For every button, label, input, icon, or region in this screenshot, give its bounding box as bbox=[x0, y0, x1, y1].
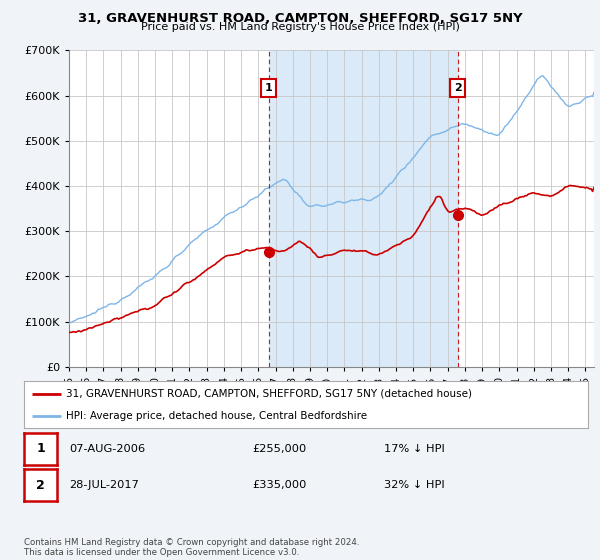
Text: 1: 1 bbox=[36, 442, 45, 455]
Text: Contains HM Land Registry data © Crown copyright and database right 2024.
This d: Contains HM Land Registry data © Crown c… bbox=[24, 538, 359, 557]
Text: Price paid vs. HM Land Registry's House Price Index (HPI): Price paid vs. HM Land Registry's House … bbox=[140, 22, 460, 32]
Text: 28-JUL-2017: 28-JUL-2017 bbox=[69, 480, 139, 490]
Text: 07-AUG-2006: 07-AUG-2006 bbox=[69, 444, 145, 454]
Text: 17% ↓ HPI: 17% ↓ HPI bbox=[384, 444, 445, 454]
Text: HPI: Average price, detached house, Central Bedfordshire: HPI: Average price, detached house, Cent… bbox=[66, 410, 367, 421]
Text: £255,000: £255,000 bbox=[252, 444, 306, 454]
Text: 2: 2 bbox=[454, 83, 461, 94]
Text: 32% ↓ HPI: 32% ↓ HPI bbox=[384, 480, 445, 490]
Text: 31, GRAVENHURST ROAD, CAMPTON, SHEFFORD, SG17 5NY: 31, GRAVENHURST ROAD, CAMPTON, SHEFFORD,… bbox=[77, 12, 523, 25]
Text: 2: 2 bbox=[36, 479, 45, 492]
Text: 1: 1 bbox=[265, 83, 272, 94]
Bar bbox=[269, 50, 458, 367]
Text: £335,000: £335,000 bbox=[252, 480, 307, 490]
Text: 31, GRAVENHURST ROAD, CAMPTON, SHEFFORD, SG17 5NY (detached house): 31, GRAVENHURST ROAD, CAMPTON, SHEFFORD,… bbox=[66, 389, 472, 399]
